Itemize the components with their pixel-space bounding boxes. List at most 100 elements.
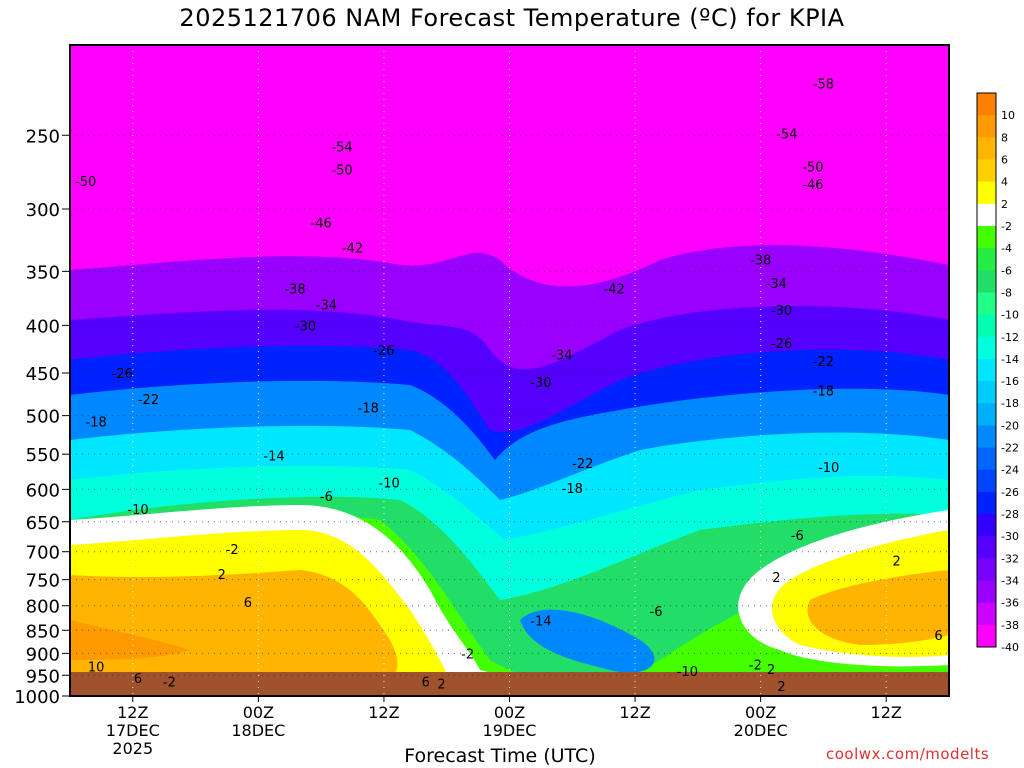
contour-label: -38 xyxy=(750,254,771,269)
y-tick-label: 800 xyxy=(26,597,60,618)
colorbar-swatch xyxy=(977,469,996,493)
contour-label: -14 xyxy=(263,450,284,465)
contour-label: 6 xyxy=(934,629,942,644)
contour-label: -50 xyxy=(802,160,823,175)
colorbar-swatch xyxy=(977,447,996,471)
contour-label: 2 xyxy=(218,568,226,583)
contour-label: -26 xyxy=(771,337,792,352)
contour-label: -6 xyxy=(791,529,804,544)
x-tick-label: 12Z xyxy=(368,703,399,722)
y-tick-label: 700 xyxy=(26,543,60,564)
contour-label: -34 xyxy=(551,349,572,364)
band-orange-right xyxy=(807,570,949,645)
y-tick-label: 550 xyxy=(26,445,60,466)
y-tick-label: 850 xyxy=(26,621,60,642)
y-tick-label: 750 xyxy=(26,571,60,592)
x-tick-label: 19DEC xyxy=(483,721,537,740)
contour-label: -10 xyxy=(127,503,148,518)
contour-label: 2 xyxy=(767,663,775,678)
contour-label: -34 xyxy=(766,277,787,292)
x-tick-label: 12Z xyxy=(619,703,650,722)
y-tick-label: 300 xyxy=(26,200,60,221)
y-tick-label: 500 xyxy=(26,407,60,428)
colorbar-swatch xyxy=(977,624,996,648)
x-tick-label: 00Z xyxy=(494,703,525,722)
contour-label: -30 xyxy=(771,304,792,319)
contour-label: -26 xyxy=(373,344,394,359)
contour-label: -18 xyxy=(562,482,583,497)
colorbar-swatch xyxy=(977,358,996,382)
contour-label: -2 xyxy=(461,647,474,662)
y-tick-label: 650 xyxy=(26,513,60,534)
colorbar-swatch xyxy=(977,270,996,293)
x-tick-label: 2025 xyxy=(112,739,153,758)
contour-label: -22 xyxy=(138,393,159,408)
contour-label: 2 xyxy=(893,554,901,569)
contour-label: -42 xyxy=(604,282,625,297)
contour-label: -18 xyxy=(86,415,107,430)
colorbar-frame xyxy=(976,92,997,648)
colorbar-label: -8 xyxy=(1001,286,1012,299)
contour-label: 10 xyxy=(88,661,105,676)
colorbar-swatch xyxy=(977,93,996,116)
colorbar-swatch xyxy=(977,491,996,515)
colorbar-swatch xyxy=(977,425,996,449)
colorbar-label: 6 xyxy=(1001,153,1008,166)
contour-label: 6 xyxy=(134,672,142,687)
colorbar-swatch xyxy=(977,181,996,205)
y-tick-label: 350 xyxy=(26,262,60,283)
colorbar-swatch xyxy=(977,514,996,537)
x-tick-label: 12Z xyxy=(871,703,902,722)
colorbar-label: -6 xyxy=(1001,264,1012,277)
colorbar-label: -20 xyxy=(1001,419,1019,432)
colorbar-swatch xyxy=(977,336,996,360)
y-tick-label: 900 xyxy=(26,644,60,665)
contour-label: -18 xyxy=(813,385,834,400)
x-tick-label: 18DEC xyxy=(231,721,285,740)
colorbar-label: -18 xyxy=(1001,397,1019,410)
colorbar-swatch xyxy=(977,314,996,338)
y-tick-label: 450 xyxy=(26,364,60,385)
y-tick-label: 950 xyxy=(26,666,60,687)
contour-label: -46 xyxy=(311,216,332,231)
x-tick-label: 17DEC xyxy=(106,721,160,740)
colorbar-label: -32 xyxy=(1001,552,1019,565)
colorbar-swatch xyxy=(977,292,996,316)
contour-label: 2 xyxy=(437,678,445,693)
credit-text: coolwx.com/modelts xyxy=(826,745,990,763)
contour-label: 6 xyxy=(244,596,252,611)
chart-title: 2025121706 NAM Forecast Temperature (ºC)… xyxy=(179,4,845,32)
colorbar-swatch xyxy=(977,403,996,426)
x-axis-label: Forecast Time (UTC) xyxy=(404,745,596,767)
colorbar-label: 10 xyxy=(1001,109,1015,122)
contour-label: -38 xyxy=(284,282,305,297)
colorbar-label: -40 xyxy=(1001,641,1019,654)
contour-label: -42 xyxy=(342,242,363,257)
contour-label: -34 xyxy=(316,299,337,314)
y-tick-label: 400 xyxy=(26,316,60,337)
contour-label: 6 xyxy=(422,676,430,691)
contour-label: -54 xyxy=(331,140,352,155)
contour-label: -58 xyxy=(813,78,834,93)
contour-label: -2 xyxy=(749,658,762,673)
contour-label: -30 xyxy=(530,376,551,391)
contour-label: -14 xyxy=(530,615,551,630)
colorbar-label: -26 xyxy=(1001,486,1019,499)
colorbar-label: -12 xyxy=(1001,331,1019,344)
colorbar-label: -38 xyxy=(1001,619,1019,632)
colorbar-swatch xyxy=(977,203,996,227)
colorbar-swatch xyxy=(977,602,996,626)
x-tick-label: 20DEC xyxy=(734,721,788,740)
colorbar-label: -36 xyxy=(1001,597,1019,610)
colorbar-swatch xyxy=(977,225,996,249)
contour-label: -10 xyxy=(677,665,698,680)
colorbar-swatch xyxy=(977,381,996,404)
contour-label: 2 xyxy=(772,571,780,586)
y-tick-label: 600 xyxy=(26,480,60,501)
contour-label: -30 xyxy=(295,319,316,334)
contour-label: -18 xyxy=(358,401,379,416)
colorbar-label: -16 xyxy=(1001,375,1019,388)
contour-label: -10 xyxy=(379,477,400,492)
contour-label: -46 xyxy=(802,178,823,193)
